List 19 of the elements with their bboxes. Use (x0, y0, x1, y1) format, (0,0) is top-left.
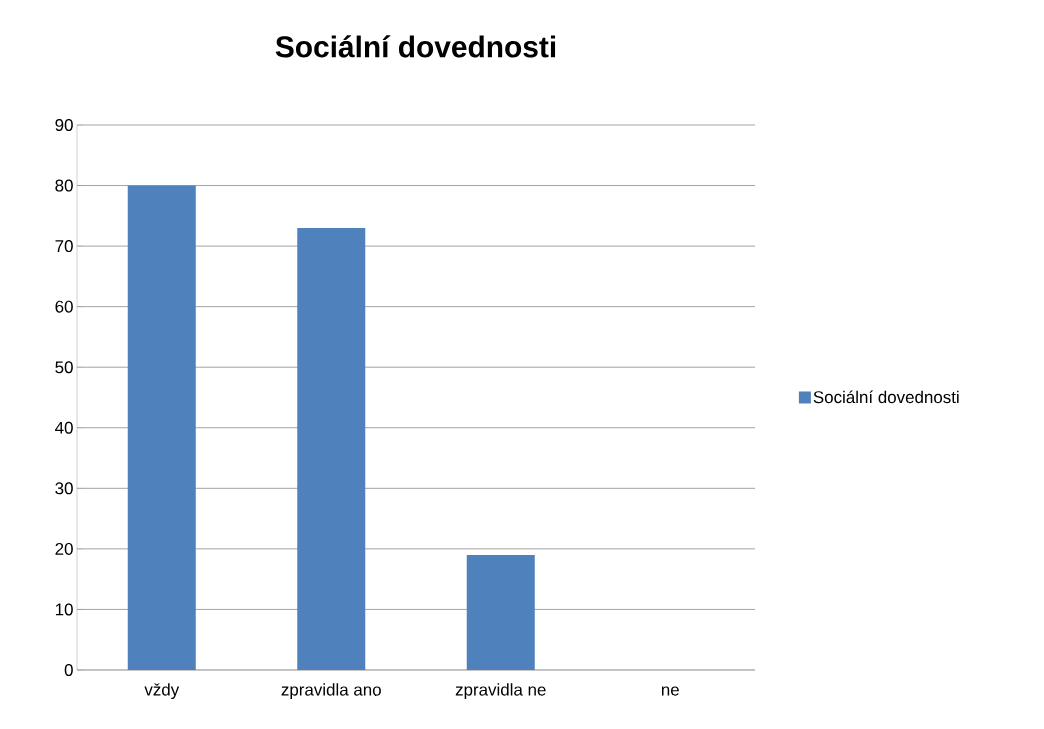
y-tick-label: 80 (55, 179, 73, 192)
y-tick-label: 60 (55, 300, 73, 313)
y-tick-label: 40 (55, 421, 73, 434)
y-tick-label: 10 (55, 603, 73, 616)
chart-title: Sociální dovednosti (275, 35, 556, 58)
x-tick-label: zpravidla ano (281, 683, 381, 700)
bar (466, 554, 535, 670)
y-tick-label: 90 (55, 118, 73, 131)
x-tick-label: ne (661, 686, 679, 696)
x-tick-label: vždy (144, 683, 180, 700)
bar (127, 185, 196, 670)
y-tick-label: 20 (55, 542, 73, 555)
y-tick-label: 0 (64, 663, 73, 676)
legend-label: Sociální dovednosti (813, 390, 959, 404)
x-tick-label: zpravidla ne (455, 683, 546, 700)
y-tick-label: 50 (55, 361, 73, 374)
y-tick-label: 70 (55, 240, 73, 253)
bar (297, 227, 366, 670)
y-tick-label: 30 (55, 482, 73, 495)
